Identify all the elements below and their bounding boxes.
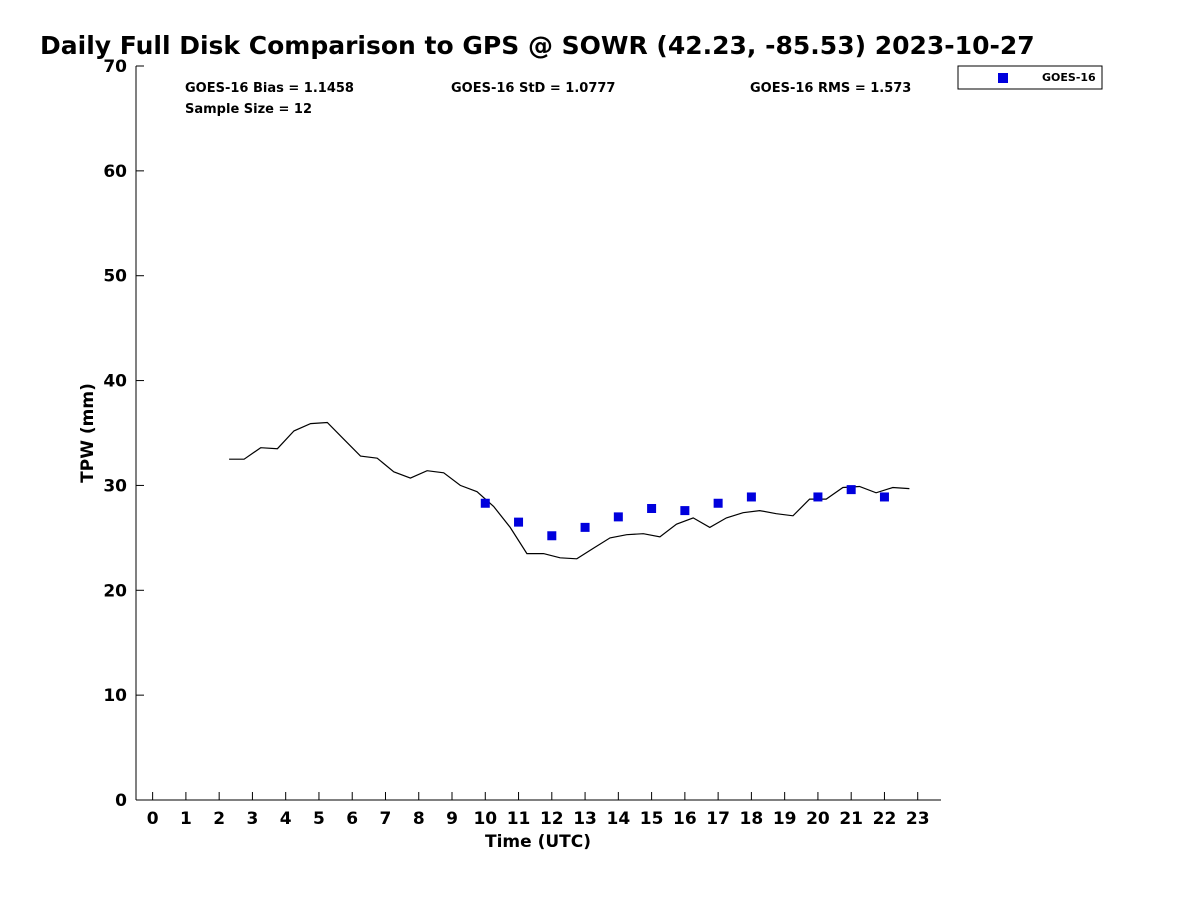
y-tick-label: 30	[103, 476, 127, 496]
x-tick-label: 11	[507, 809, 531, 829]
goes16-data-point	[480, 498, 490, 508]
x-tick-label: 2	[213, 809, 225, 829]
x-tick-label: 20	[806, 809, 830, 829]
x-tick-label: 19	[773, 809, 797, 829]
y-tick-label: 40	[103, 372, 127, 392]
legend-label-goes16: GOES-16	[1042, 71, 1096, 84]
y-tick-label: 0	[115, 791, 127, 811]
goes16-data-point	[580, 522, 590, 532]
x-tick-label: 14	[606, 809, 630, 829]
y-tick-label: 70	[103, 57, 127, 77]
stat-std: GOES-16 StD = 1.0777	[451, 81, 615, 96]
x-tick-label: 8	[413, 809, 425, 829]
goes16-data-point	[647, 503, 657, 513]
x-tick-label: 6	[346, 809, 358, 829]
y-tick-label: 20	[103, 581, 127, 601]
legend: GOES-16	[957, 65, 1103, 90]
goes16-data-point	[613, 512, 623, 522]
x-tick-label: 13	[573, 809, 597, 829]
gps-series-line	[229, 421, 910, 560]
legend-box	[957, 65, 1103, 90]
x-ticks: 0 1 2 3 4 5 6 7 8 9 10 11 12 13 14 15 16 17 18 19 20 21 22 23	[147, 792, 930, 829]
x-tick-label: 21	[839, 809, 863, 829]
x-tick-label: 23	[906, 809, 930, 829]
y-tick-label: 50	[103, 267, 127, 287]
goes16-data-point	[746, 492, 756, 502]
axes	[135, 66, 941, 801]
y-axis-label: TPW (mm)	[78, 383, 98, 483]
y-ticks: 0 10 20 30 40 50 60 70	[103, 57, 144, 811]
x-tick-label: 5	[313, 809, 325, 829]
goes16-data-point	[846, 485, 856, 495]
goes16-data-point	[680, 506, 690, 516]
x-axis-label: Time (UTC)	[485, 832, 591, 852]
x-tick-label: 4	[280, 809, 292, 829]
series-layer	[229, 421, 910, 560]
x-tick-label: 1	[180, 809, 192, 829]
x-tick-label: 0	[147, 809, 159, 829]
goes16-data-point	[713, 498, 723, 508]
x-tick-label: 12	[540, 809, 564, 829]
x-tick-label: 17	[706, 809, 730, 829]
x-tick-label: 3	[247, 809, 259, 829]
x-tick-label: 16	[673, 809, 697, 829]
x-tick-label: 9	[446, 809, 458, 829]
goes16-data-point	[879, 492, 889, 502]
legend-marker	[998, 73, 1008, 83]
stat-sample-size: Sample Size = 12	[185, 102, 312, 117]
x-tick-label: 10	[473, 809, 497, 829]
chart-title: Daily Full Disk Comparison to GPS @ SOWR…	[40, 31, 1035, 60]
x-tick-label: 18	[740, 809, 764, 829]
x-tick-label: 22	[873, 809, 897, 829]
goes16-data-point	[514, 517, 524, 527]
stat-bias: GOES-16 Bias = 1.1458	[185, 81, 354, 96]
x-tick-label: 15	[640, 809, 664, 829]
goes16-data-point	[813, 492, 823, 502]
x-tick-label: 7	[380, 809, 392, 829]
stat-rms: GOES-16 RMS = 1.573	[750, 81, 911, 96]
goes16-data-point	[547, 531, 557, 541]
y-tick-label: 10	[103, 686, 127, 706]
y-tick-label: 60	[103, 162, 127, 182]
